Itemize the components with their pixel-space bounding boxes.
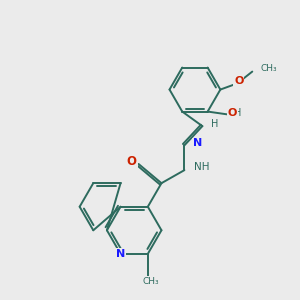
Text: O: O — [127, 155, 137, 168]
Text: NH: NH — [194, 162, 209, 172]
Text: O: O — [228, 108, 237, 118]
Text: N: N — [116, 249, 125, 259]
Text: H: H — [211, 119, 218, 129]
Text: N: N — [193, 139, 202, 148]
Text: O: O — [234, 76, 244, 86]
Text: CH₃: CH₃ — [142, 277, 159, 286]
Text: CH₃: CH₃ — [260, 64, 277, 73]
Text: H: H — [234, 108, 242, 118]
